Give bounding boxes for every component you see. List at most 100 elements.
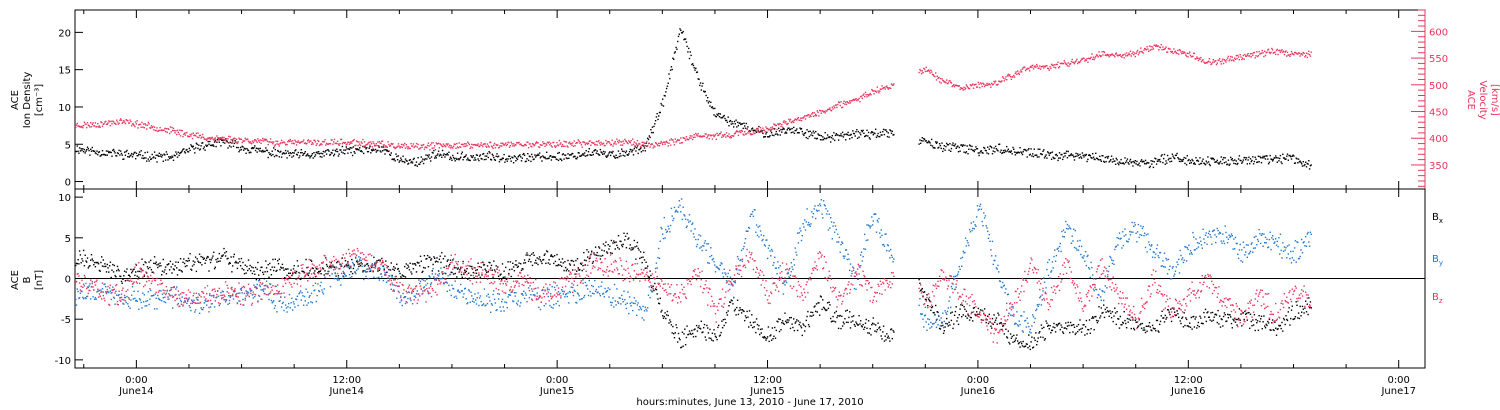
bx-series-point: [233, 253, 235, 256]
density-series-point: [250, 147, 253, 150]
velocity-series-point: [756, 127, 759, 130]
density-series-point: [998, 143, 1001, 145]
bx-series-point: [650, 274, 652, 277]
velocity-series-point: [572, 145, 575, 147]
velocity-series-point: [386, 146, 388, 148]
density-series-point: [1282, 157, 1285, 159]
density-series-point: [1053, 157, 1055, 160]
velocity-series-point: [589, 140, 591, 142]
density-series-point: [991, 146, 993, 149]
bx-series-point: [978, 313, 980, 315]
density-series-point: [405, 159, 407, 162]
bx-series-point: [535, 259, 537, 262]
by-series-point: [297, 304, 299, 307]
velocity-series-point: [823, 110, 826, 113]
bx-series-point: [130, 268, 132, 271]
bx-series-point: [157, 263, 160, 265]
velocity-series-point: [673, 144, 676, 146]
bx-series-point: [662, 317, 665, 319]
bx-series-point: [532, 252, 534, 254]
density-series-point: [404, 161, 406, 164]
density-series-point: [1208, 163, 1211, 165]
velocity-series-point: [676, 140, 678, 142]
density-series-point: [1163, 157, 1165, 160]
density-series-point: [420, 156, 422, 158]
by-series-point: [268, 298, 270, 301]
bx-series-point: [235, 262, 238, 264]
by-series-point: [288, 293, 291, 296]
by-series-point: [186, 302, 188, 305]
bx-series-point: [1125, 322, 1127, 325]
bx-series-point: [437, 261, 439, 263]
density-series-point: [992, 150, 994, 152]
velocity-series-point: [974, 83, 976, 86]
bx-series-point: [358, 265, 360, 268]
velocity-series-point: [797, 117, 800, 119]
bx-series-point: [399, 272, 401, 275]
velocity-series-point: [1080, 59, 1082, 62]
bx-series-point: [964, 308, 966, 310]
velocity-series-point: [830, 110, 833, 112]
bx-series-point: [1089, 332, 1091, 334]
bx-series-point: [390, 262, 392, 264]
bx-series-point: [251, 272, 254, 275]
density-series-point: [404, 158, 407, 160]
density-series-point: [239, 149, 241, 151]
bx-series-point: [346, 265, 348, 267]
velocity-series-point: [1110, 54, 1112, 57]
velocity-series-point: [881, 85, 883, 87]
velocity-series-point: [1103, 51, 1106, 54]
density-series-point: [845, 133, 848, 135]
bx-series-point: [317, 272, 319, 274]
velocity-series-point: [320, 143, 322, 145]
density-series-point: [1103, 160, 1105, 163]
velocity-series-point: [426, 147, 428, 149]
velocity-series-point: [651, 143, 654, 145]
velocity-series-point: [378, 140, 381, 143]
velocity-series-point: [1219, 61, 1222, 63]
density-series-point: [658, 115, 660, 117]
bx-series-point: [604, 245, 606, 247]
density-series-point: [228, 145, 231, 147]
velocity-series-point: [1064, 61, 1066, 64]
velocity-series-point: [958, 85, 960, 87]
density-series-point: [843, 134, 845, 136]
bx-series-point: [525, 254, 527, 256]
velocity-series-point: [456, 146, 459, 148]
density-series-point: [605, 155, 607, 157]
density-series-point: [460, 156, 462, 158]
velocity-series-point: [263, 138, 265, 140]
density-series-point: [223, 139, 225, 141]
density-series-point: [480, 157, 482, 160]
bx-series-point: [992, 323, 994, 325]
bx-series-point: [561, 265, 563, 267]
density-series-point: [157, 155, 160, 157]
density-series-point: [1232, 159, 1234, 162]
density-series-point: [937, 147, 939, 149]
density-series-point: [1002, 149, 1005, 152]
velocity-series-point: [142, 126, 144, 128]
bx-series-point: [325, 263, 328, 266]
density-series-point: [1193, 162, 1196, 164]
bx-series-point: [351, 272, 354, 275]
velocity-series-point: [273, 141, 275, 143]
velocity-series-point: [1253, 51, 1256, 54]
bx-series-point: [795, 321, 797, 323]
velocity-series-point: [1016, 73, 1018, 75]
density-series-point: [204, 149, 206, 151]
density-series-point: [793, 132, 796, 134]
velocity-series-point: [1122, 54, 1125, 56]
velocity-series-point: [879, 90, 881, 92]
velocity-series-point: [946, 79, 948, 81]
bx-series-point: [440, 261, 442, 264]
density-series-point: [854, 135, 856, 137]
velocity-series-point: [564, 145, 566, 147]
density-series-point: [112, 148, 115, 151]
density-series-point: [956, 146, 958, 148]
bx-series-point: [617, 246, 619, 249]
bx-series-point: [1290, 309, 1293, 311]
bx-series-point: [1305, 311, 1308, 313]
velocity-series-point: [612, 145, 614, 147]
bx-series-point: [404, 276, 407, 278]
velocity-series-point: [457, 147, 459, 149]
